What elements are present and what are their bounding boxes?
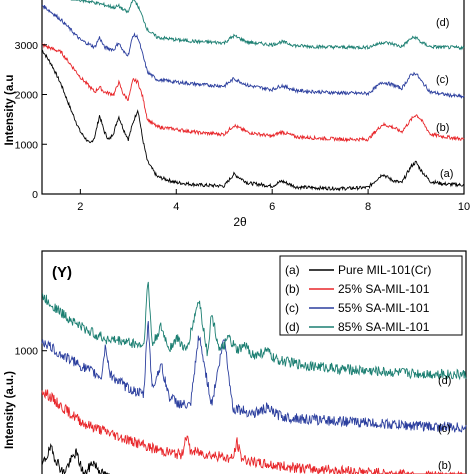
bottom-y-axis-label: Intensity (a.u.) xyxy=(4,371,16,449)
bottom-series-line-1 xyxy=(41,389,466,474)
top-y-axis-label: Intensity (a.u xyxy=(4,75,16,146)
bottom-series-group xyxy=(41,281,467,474)
top-curve-label-b: (b) xyxy=(436,122,449,134)
bottom-panel-title: (Y) xyxy=(52,264,72,281)
top-x-tick-label-3: 8 xyxy=(365,201,371,213)
top-y-tick-label-1: 1000 xyxy=(15,139,39,151)
legend-entry-tag-1: (b) xyxy=(285,282,300,296)
top-y-tick-label-0: 0 xyxy=(32,189,38,201)
top-y-tick-label-2: 2000 xyxy=(15,90,39,102)
top-curve-label-d: (d) xyxy=(436,17,449,29)
legend-entry-tag-0: (a) xyxy=(285,263,300,277)
top-x-axis-label: 2θ xyxy=(233,215,247,229)
bottom-series-line-3 xyxy=(42,281,467,381)
legend-entry-tag-3: (d) xyxy=(285,320,300,334)
top-series-line-2 xyxy=(41,4,465,100)
bottom-legend: (a) Pure MIL-101(Cr) (b) 25% SA-MIL-101 (c) 5… xyxy=(279,255,463,336)
top-series-line-1 xyxy=(41,43,465,143)
top-chart-panel: 2 4 6 8 10 0 1000 2000 3000 2θ Intensity (a.u (… xyxy=(4,0,470,229)
top-plot-frame xyxy=(41,0,465,195)
top-x-tick-label-1: 4 xyxy=(173,201,179,213)
top-curve-label-c: (c) xyxy=(436,74,449,86)
bottom-curve-label-c: (c) xyxy=(438,423,451,435)
top-y-tick-label-3: 3000 xyxy=(15,40,39,52)
legend-entry-label-0: Pure MIL-101(Cr) xyxy=(338,263,431,277)
top-series-line-0 xyxy=(41,49,465,192)
top-curve-label-a: (a) xyxy=(440,168,453,180)
bottom-curve-label-d: (d) xyxy=(438,375,451,387)
bottom-plot-frame xyxy=(41,250,467,474)
legend-entry-label-3: 85% SA-MIL-101 xyxy=(338,320,430,334)
bottom-series-line-0 xyxy=(41,443,110,474)
top-x-tick-label-2: 6 xyxy=(269,201,275,213)
legend-entry-label-2: 55% SA-MIL-101 xyxy=(338,301,430,315)
top-x-axis: 2 4 6 8 10 xyxy=(77,189,470,213)
top-x-tick-label-0: 2 xyxy=(77,201,83,213)
top-x-tick-label-4: 10 xyxy=(458,201,470,213)
bottom-y-axis: 1000 xyxy=(15,346,47,358)
top-series-line-3 xyxy=(70,0,465,51)
legend-entry-label-1: 25% SA-MIL-101 xyxy=(338,282,430,296)
bottom-y-tick-label-0: 1000 xyxy=(15,346,39,358)
bottom-chart-panel: 1000 (Y) Intensity (a.u.) (a) Pure MIL-10… xyxy=(4,250,467,474)
top-series-group xyxy=(41,0,465,192)
bottom-curve-label-b: (b) xyxy=(438,460,451,472)
bottom-series-line-2 xyxy=(41,321,467,433)
top-y-axis: 0 1000 2000 3000 xyxy=(15,40,47,201)
legend-box xyxy=(279,255,463,336)
legend-entry-tag-2: (c) xyxy=(285,301,299,315)
